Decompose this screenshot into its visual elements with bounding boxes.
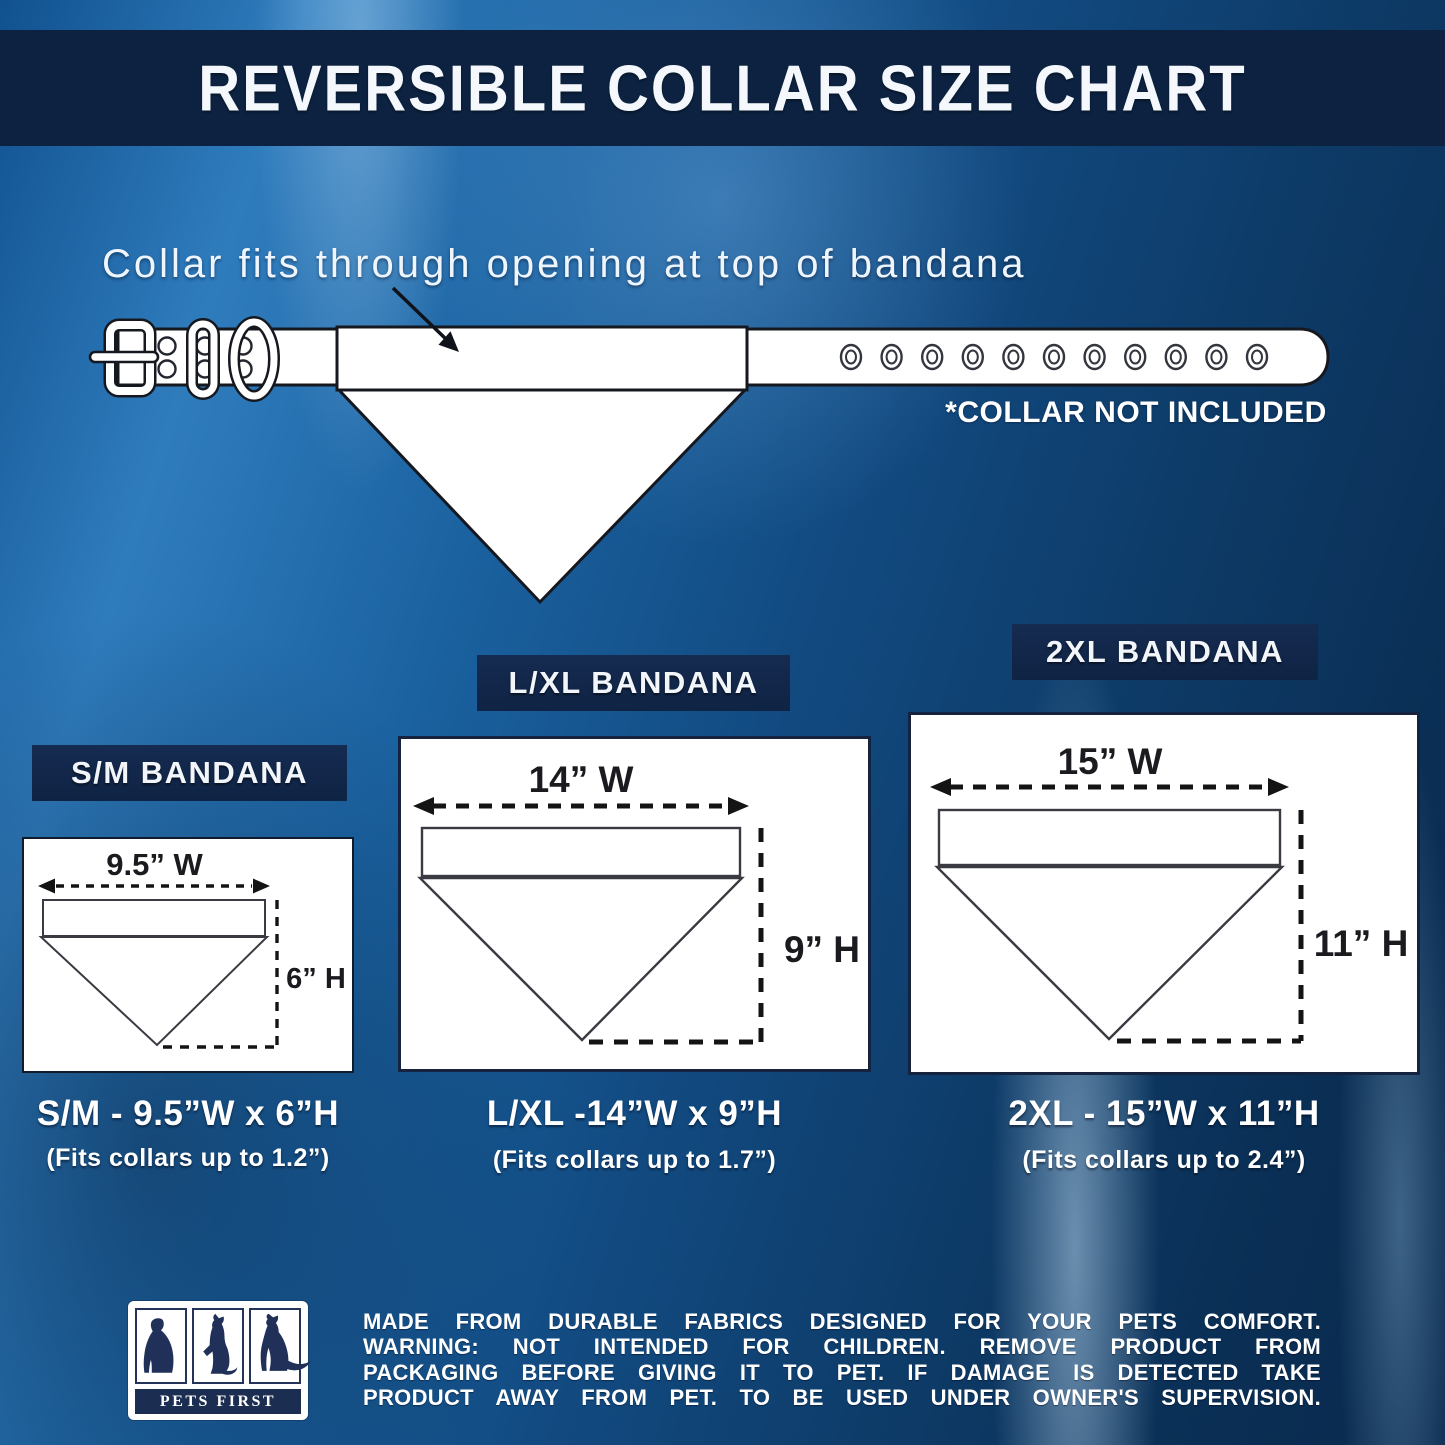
size-tag-2xl: 2XL BANDANA — [1012, 624, 1318, 680]
dog-silhouette-2-icon — [192, 1308, 244, 1384]
dog-silhouette-1-icon — [135, 1308, 187, 1384]
xxl-fits-text: (Fits collars up to 2.4”) — [1022, 1146, 1306, 1174]
xxl-width-label: 15” W — [1057, 741, 1163, 782]
warning-text: MADE FROM DURABLE FABRICS DESIGNED FOR Y… — [363, 1309, 1321, 1411]
xxl-size-text: 2XL - 15”W x 11”H — [1008, 1094, 1320, 1133]
sm-diagram — [38, 878, 279, 1049]
sm-width-label: 9.5” W — [106, 847, 203, 882]
bandana-triangle — [335, 388, 749, 605]
pointer-arrow-icon — [391, 286, 459, 352]
collar-not-included-note: *COLLAR NOT INCLUDED — [945, 396, 1327, 429]
brand-name: PETS FIRST — [135, 1389, 301, 1414]
lxl-diagram — [413, 797, 764, 1045]
collar-caption: Collar fits through opening at top of ba… — [102, 242, 1027, 286]
xxl-diagram — [930, 778, 1304, 1044]
warning-line-1: MADE FROM DURABLE FABRICS DESIGNED FOR Y… — [363, 1309, 1321, 1334]
lxl-height-label: 9” H — [783, 929, 861, 970]
header-band: REVERSIBLE COLLAR SIZE CHART — [0, 30, 1445, 146]
lxl-size-text: L/XL -14”W x 9”H — [486, 1094, 783, 1133]
sm-fits-text: (Fits collars up to 1.2”) — [46, 1144, 330, 1172]
collar-keeper-loops — [186, 316, 280, 402]
size-board-lxl: 14” W 9” H — [398, 736, 871, 1072]
warning-line-3: PACKAGING BEFORE GIVING IT TO PET. IF DA… — [363, 1359, 1321, 1385]
bandana-sleeve — [335, 325, 749, 392]
sm-size-text: S/M - 9.5”W x 6”H — [36, 1094, 340, 1133]
warning-line-2: WARNING: NOT INTENDED FOR CHILDREN. REMO… — [363, 1334, 1321, 1360]
warning-line-4: PRODUCT AWAY FROM PET. TO BE USED UNDER … — [363, 1385, 1321, 1411]
sm-height-label: 6” H — [286, 963, 346, 995]
page-title: REVERSIBLE COLLAR SIZE CHART — [198, 51, 1247, 125]
xxl-height-label: 11” H — [1313, 923, 1409, 964]
collar-bandana-illustration — [88, 286, 1330, 605]
dog-silhouette-3-icon — [249, 1308, 311, 1384]
buckle-icon — [88, 318, 160, 398]
lxl-fits-text: (Fits collars up to 1.7”) — [492, 1146, 777, 1174]
size-board-2xl: 15” W 11” H — [908, 712, 1420, 1075]
collar-holes — [839, 343, 1269, 371]
pets-first-logo: PETS FIRST — [128, 1301, 311, 1420]
size-board-sm: 9.5” W 6” H — [22, 837, 354, 1073]
lxl-width-label: 14” W — [528, 759, 634, 800]
size-tag-sm: S/M BANDANA — [32, 745, 347, 801]
size-tag-lxl: L/XL BANDANA — [477, 655, 790, 711]
